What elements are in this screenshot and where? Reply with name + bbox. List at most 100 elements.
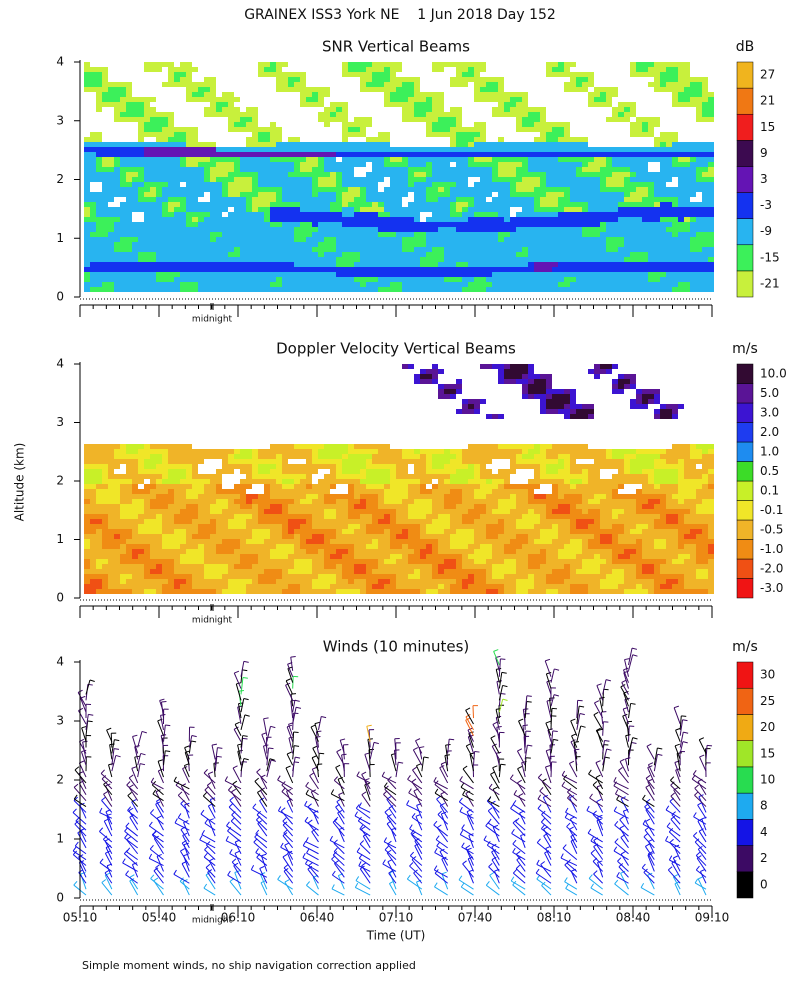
field-cell [510, 112, 516, 117]
field-cell [216, 539, 222, 544]
field-cell [102, 257, 108, 262]
field-cell [216, 192, 222, 197]
field-cell [216, 247, 222, 252]
field-cell [492, 222, 498, 227]
field-cell [672, 77, 678, 82]
field-cell [114, 569, 120, 574]
field-cell [672, 137, 678, 142]
colorbar-tick-label: 9 [760, 146, 768, 160]
field-cell [444, 117, 450, 122]
field-cell [294, 544, 300, 549]
field-cell [366, 267, 372, 272]
field-cell [222, 529, 228, 534]
field-cell [474, 132, 480, 137]
field-cell [390, 172, 396, 177]
field-cell [246, 107, 252, 112]
field-cell [432, 272, 438, 277]
field-cell [186, 539, 192, 544]
field-cell [372, 207, 378, 212]
field-cell [234, 489, 240, 494]
field-cell [222, 469, 228, 474]
field-cell [426, 257, 432, 262]
field-cell [444, 177, 450, 182]
field-cell [516, 157, 522, 162]
field-cell [90, 579, 96, 584]
field-cell [540, 172, 546, 177]
field-cell [450, 147, 456, 152]
field-cell [672, 82, 678, 87]
field-cell [108, 444, 114, 449]
field-cell [366, 147, 372, 152]
field-cell [180, 272, 186, 277]
field-cell [384, 252, 390, 257]
field-cell [360, 122, 366, 127]
field-cell [444, 182, 450, 187]
field-cell [480, 87, 486, 92]
field-cell [342, 157, 348, 162]
field-cell [144, 589, 150, 594]
field-cell [330, 287, 336, 292]
field-cell [684, 152, 690, 157]
field-cell [624, 237, 630, 242]
field-cell [126, 504, 132, 509]
field-cell [624, 162, 630, 167]
field-cell [570, 82, 576, 87]
field-cell [174, 212, 180, 217]
field-cell [114, 484, 120, 489]
field-cell [270, 584, 276, 589]
field-cell [354, 182, 360, 187]
field-cell [540, 197, 546, 202]
field-cell [450, 212, 456, 217]
field-cell [294, 142, 300, 147]
field-cell [552, 272, 558, 277]
field-cell [252, 287, 258, 292]
field-cell [600, 237, 606, 242]
field-cell [210, 147, 216, 152]
field-cell [540, 137, 546, 142]
field-cell [408, 287, 414, 292]
field-cell [180, 539, 186, 544]
field-cell [660, 147, 666, 152]
field-cell [684, 62, 690, 67]
field-cell [582, 172, 588, 177]
field-cell [588, 242, 594, 247]
field-cell [174, 257, 180, 262]
field-cell [144, 554, 150, 559]
field-cell [384, 102, 390, 107]
field-cell [702, 142, 708, 147]
field-cell [132, 544, 138, 549]
field-cell [102, 197, 108, 202]
field-cell [150, 444, 156, 449]
field-cell [144, 519, 150, 524]
field-cell [372, 182, 378, 187]
field-cell [174, 227, 180, 232]
field-cell [96, 102, 102, 107]
field-cell [318, 92, 324, 97]
field-cell [330, 272, 336, 277]
field-cell [126, 287, 132, 292]
field-cell [510, 147, 516, 152]
field-cell [294, 589, 300, 594]
field-cell [342, 137, 348, 142]
field-cell [312, 272, 318, 277]
field-cell [540, 277, 546, 282]
field-cell [144, 62, 150, 67]
field-cell [432, 277, 438, 282]
field-cell [294, 252, 300, 257]
field-cell [258, 207, 264, 212]
field-cell [96, 559, 102, 564]
field-cell [528, 262, 534, 267]
field-cell [90, 197, 96, 202]
field-cell [690, 202, 696, 207]
field-cell [246, 162, 252, 167]
field-cell [186, 454, 192, 459]
field-cell [114, 509, 120, 514]
field-cell [210, 107, 216, 112]
field-cell [408, 152, 414, 157]
field-cell [522, 142, 528, 147]
field-cell [336, 212, 342, 217]
field-cell [624, 217, 630, 222]
field-cell [324, 92, 330, 97]
field-cell [108, 142, 114, 147]
field-cell [414, 87, 420, 92]
